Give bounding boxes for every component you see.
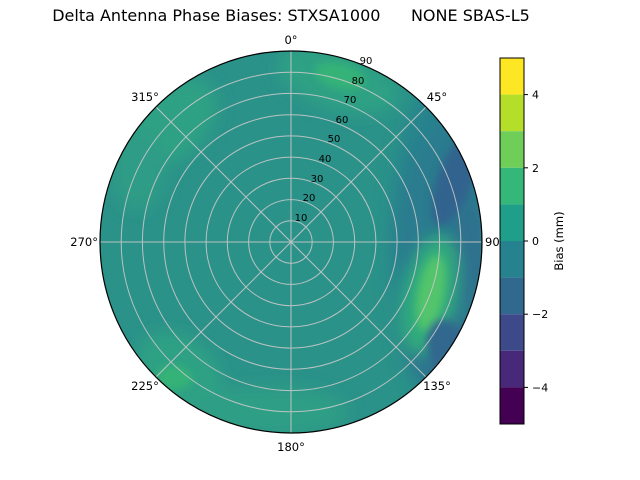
colorbar-tick-labels: 4 2 0 −2 −4 [532,89,548,395]
colorbar-band [500,277,524,315]
colorbar-tick-label: −2 [532,308,548,321]
colorbar-ticks [524,94,528,388]
radial-tick-label: 50 [328,134,341,145]
colorbar-band [500,350,524,388]
azimuth-tick-label-270: 270° [70,235,98,249]
radial-tick-label: 70 [344,95,357,106]
azimuth-tick-label-225: 225° [131,379,159,393]
colorbar-tick-label: 4 [532,89,539,102]
contour-core-green-225 [156,366,192,390]
colorbar-band [500,314,524,351]
colorbar: 4 2 0 −2 −4 Bias (mm) [499,57,566,425]
polar-outline [99,50,483,434]
colorbar-band [500,387,524,424]
contour-region-green-left [110,130,166,210]
contour-core-green-top [314,61,366,91]
grid-spoke [155,106,427,378]
radial-tick-label: 60 [336,115,349,126]
radial-tick-label: 10 [295,213,308,224]
colorbar-band [500,167,524,205]
polar-grid [100,51,482,433]
azimuth-tick-label-0: 0° [284,33,297,47]
radial-tick-label: 30 [311,174,324,185]
azimuth-tick-label-135: 135° [423,379,451,393]
azimuth-tick-label-45: 45° [427,90,447,104]
azimuth-tick-label-90: 90 [485,235,500,249]
colorbar-tick-label: −4 [532,381,548,394]
contour-region-dark-right-rim [452,200,482,310]
colorbar-tick-label: 2 [532,162,539,175]
colorbar-tick-label: 0 [532,235,539,248]
azimuth-tick-labels: 0° 45° 90 135° 180° 225° 270° 315° [70,33,499,454]
radial-tick-label: 80 [352,76,365,87]
colorbar-band [500,131,524,168]
colorbar-band [500,58,524,95]
colorbar-band [500,204,524,241]
colorbar-axis-label: Bias (mm) [552,211,566,270]
radial-tick-label: 20 [303,193,316,204]
radial-tick-label: 40 [319,154,332,165]
colorbar-band [500,241,524,278]
chart-title: Delta Antenna Phase Biases: STXSA1000 NO… [52,6,530,25]
radial-tick-label: 90 [360,56,373,67]
radial-tick-labels: 10 20 30 40 50 60 70 80 90 [295,56,373,224]
azimuth-tick-label-180: 180° [277,440,305,454]
azimuth-tick-label-315: 315° [131,90,159,104]
colorbar-band [500,94,524,132]
